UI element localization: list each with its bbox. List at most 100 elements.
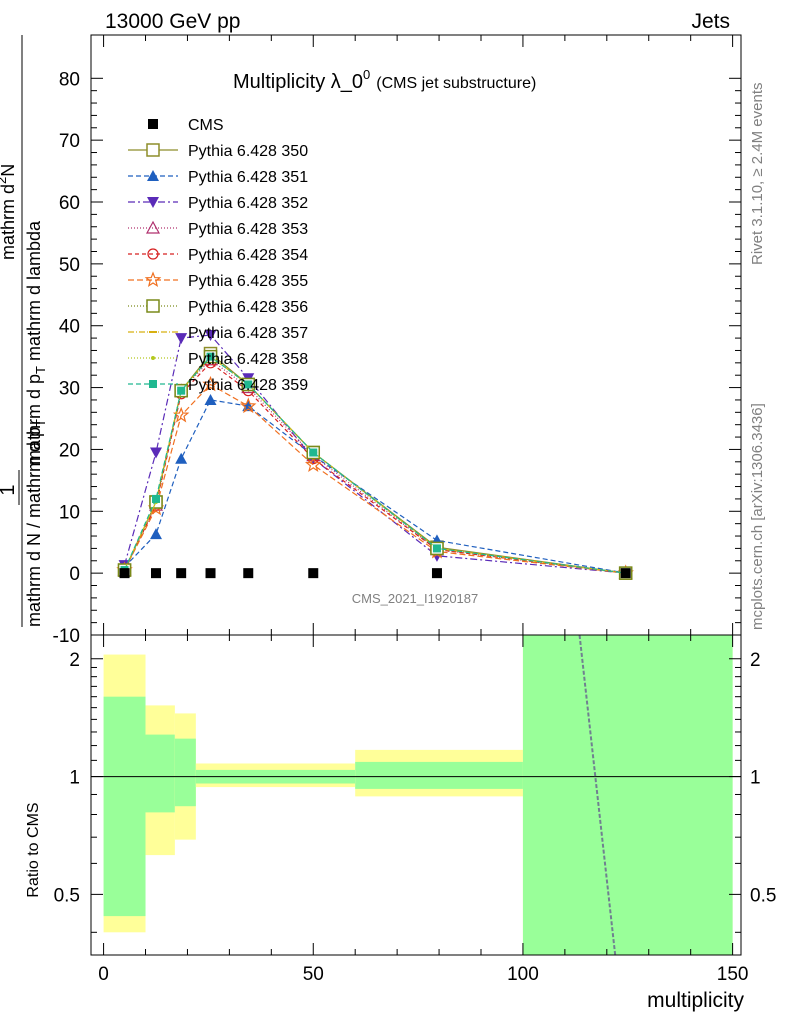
series-point [206, 352, 215, 361]
series-line [123, 383, 626, 574]
top-series [116, 330, 634, 581]
legend-label: Pythia 6.428 352 [188, 195, 308, 212]
y-tick-label: -10 [53, 626, 80, 647]
legend-entry-5: Pythia 6.428 354 [128, 247, 308, 264]
ratio-y-tick-label: 2 [69, 650, 80, 671]
series-point [204, 330, 217, 341]
legend-entry-2: Pythia 6.428 351 [128, 169, 308, 186]
chart-title-main: Multiplicity λ_0 [233, 71, 363, 93]
legend-label: CMS [188, 117, 224, 134]
top-data-points [119, 568, 631, 579]
legend-entry-7: Pythia 6.428 356 [128, 299, 308, 316]
legend-entry-cms: CMS [148, 117, 224, 134]
ylabel-numerator: mathrm d2N [0, 164, 18, 260]
series-line [123, 352, 626, 574]
ratio-ticks: 0.5 0.5 1 1 2 2 [54, 650, 776, 933]
series-line [123, 355, 626, 574]
cms-data-point [620, 568, 631, 579]
x-tick-label: 0 [98, 964, 109, 985]
cms-data-point [151, 568, 161, 579]
y-tick-label: 20 [59, 440, 80, 461]
legend-label: Pythia 6.428 357 [188, 325, 308, 342]
rivet-label: Rivet 3.1.10, ≥ 2.4M events [749, 83, 766, 266]
ratio-y-tick-label-right: 2 [750, 650, 761, 671]
legend-marker [146, 299, 160, 313]
chart-title: Multiplicity λ_00 (CMS jet substructure) [233, 67, 536, 93]
series-point [150, 447, 162, 459]
header-right: Jets [691, 10, 730, 33]
legend-label: Pythia 6.428 358 [188, 351, 308, 368]
ratio-band-inner [355, 761, 523, 789]
series-point [309, 448, 318, 457]
legend-label: Pythia 6.428 350 [188, 143, 308, 160]
legend-entry-3: Pythia 6.428 352 [128, 195, 308, 212]
legend-label: Pythia 6.428 351 [188, 169, 308, 186]
y-tick-label: 0 [69, 564, 80, 585]
x-tick-label: 50 [303, 964, 324, 985]
ratio-band-inner [103, 696, 146, 917]
series-line [123, 358, 626, 574]
ratio-band-inner [174, 738, 196, 807]
series-point [244, 380, 253, 389]
series-2 [118, 393, 632, 579]
series-6 [116, 375, 634, 581]
x-tick-label: 150 [717, 964, 749, 985]
x-ticks: 0 50 100 150 [98, 635, 748, 985]
legend-entry-1: Pythia 6.428 350 [128, 143, 308, 160]
series-point [304, 456, 322, 472]
x-tick-label: 100 [507, 964, 539, 985]
top-ticks: -10 0 10 20 30 40 50 60 70 80 [53, 35, 741, 647]
y-tick-label: 40 [59, 317, 80, 338]
legend-marker [144, 271, 162, 288]
cms-data-point [119, 568, 130, 579]
legend-entry-4: Pythia 6.428 353 [128, 220, 308, 238]
y-tick-label: 80 [59, 69, 80, 90]
legend-entry-10: Pythia 6.428 359 [128, 377, 308, 394]
legend-marker [145, 220, 161, 234]
legend-marker [147, 170, 159, 181]
ratio-band-inner [145, 734, 175, 813]
y-tick-label: 30 [59, 379, 80, 400]
ylabel-denominator: mathrm d pT mathrm d lambda [24, 220, 48, 465]
ratio-y-tick-label-right: 0.5 [750, 885, 776, 906]
ratio-y-tick-label: 1 [69, 768, 80, 789]
y-axis-label: 1 mathrm d N / mathrm d pT mathrm d2N ma… [0, 35, 48, 627]
ratio-y-tick-label-right: 1 [750, 768, 761, 789]
legend-entry-8: Pythia 6.428 357 [128, 325, 308, 342]
series-point [432, 544, 441, 553]
mcplots-label: mcplots.cern.ch [arXiv:1306.3436] [749, 403, 766, 630]
y-tick-label: 60 [59, 193, 80, 214]
cms-data-point [243, 568, 254, 579]
chart-title-note: (CMS jet substructure) [376, 75, 536, 92]
ratio-ylabel: Ratio to CMS [25, 802, 42, 897]
legend-label: Pythia 6.428 355 [188, 273, 308, 290]
series-line [123, 334, 626, 574]
y-tick-label: 70 [59, 131, 80, 152]
series-point [204, 393, 217, 405]
series-point [240, 397, 257, 414]
cms-data-point [176, 568, 187, 579]
series-line [123, 362, 626, 574]
ylabel-fraction-numerator: 1 [0, 484, 19, 495]
ratio-bands [103, 635, 733, 955]
top-panel: -10 0 10 20 30 40 50 60 70 80 Multiplicity λ_00(C… [0, 34, 742, 647]
cms-data-point [308, 568, 319, 579]
legend-entry-6: Pythia 6.428 355 [128, 271, 308, 290]
series-point [177, 386, 186, 395]
legend-marker [147, 197, 159, 208]
legend-marker [148, 119, 158, 129]
legend-label: Pythia 6.428 356 [188, 299, 308, 316]
ratio-y-tick-label: 0.5 [54, 885, 80, 906]
y-tick-label: 50 [59, 255, 80, 276]
series-point [175, 333, 188, 345]
y-tick-label: 10 [59, 502, 80, 523]
ylabel-bottom: mathrm d N / mathrm d pT [24, 419, 48, 627]
legend: CMS Pythia 6.428 350 Pythia 6.428 351 Pythi… [128, 117, 308, 394]
ratio-frame [90, 634, 742, 956]
legend-entry-9: Pythia 6.428 358 [128, 351, 308, 368]
legend-marker [151, 356, 155, 360]
cms-data-point [205, 568, 216, 579]
ratio-lines [91, 635, 741, 955]
legend-marker [146, 143, 160, 157]
